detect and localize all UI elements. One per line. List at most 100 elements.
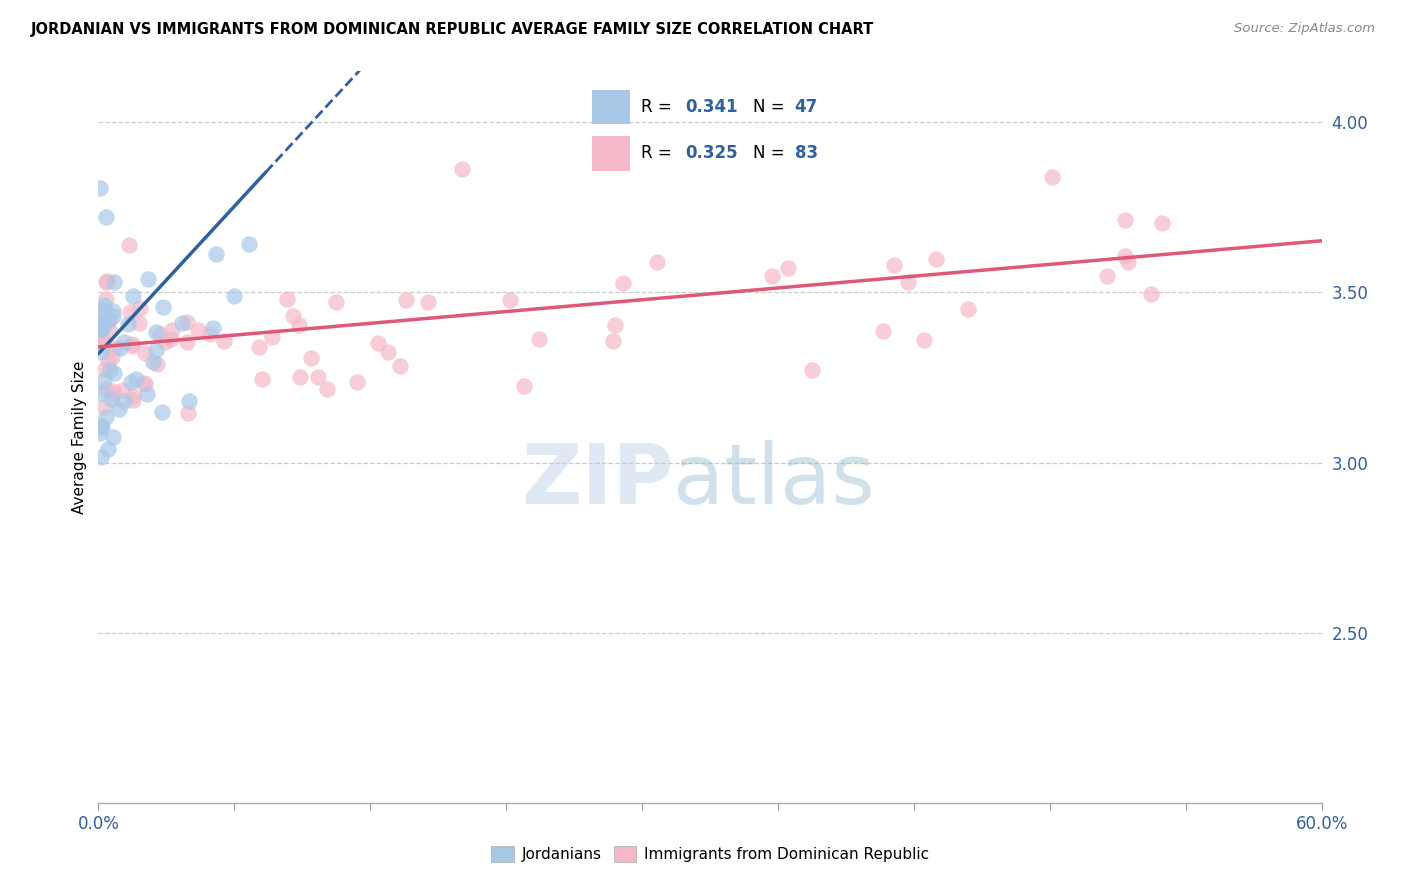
Point [94,362,117,376]
Point [957,302,980,317]
Point [134,345,156,359]
Point [200,327,222,342]
Point [179,393,201,408]
Point [122,389,145,403]
Point [125,372,148,386]
Point [98,324,121,338]
Point [778,260,800,275]
Point [325,295,347,310]
Y-axis label: Average Family Size: Average Family Size [72,360,87,514]
Point [238,237,260,252]
Text: R =: R = [641,145,678,162]
Point [1114,213,1136,227]
Point [252,372,274,386]
Point [389,359,412,373]
Text: 0.341: 0.341 [685,98,738,116]
Point [112,334,135,349]
Point [135,387,157,401]
Point [602,334,624,348]
Point [377,345,399,359]
Point [205,247,228,261]
Point [134,377,156,392]
Point [800,363,823,377]
Point [108,341,131,355]
Point [129,301,152,315]
Legend: Jordanians, Immigrants from Dominican Republic: Jordanians, Immigrants from Dominican Re… [485,840,935,868]
Point [187,323,209,337]
Point [872,324,894,338]
Point [98,362,121,376]
Point [90,333,112,347]
Point [176,315,198,329]
Text: 0.325: 0.325 [685,145,738,162]
Point [451,161,474,176]
Point [128,317,150,331]
Point [276,292,298,306]
Point [1150,216,1173,230]
Point [1139,287,1161,301]
Point [96,274,118,288]
Point [1118,255,1140,269]
Point [122,392,145,407]
Point [98,311,121,326]
Point [90,450,112,464]
Point [91,419,114,434]
Point [224,289,246,303]
Point [645,254,668,268]
Point [1040,170,1063,185]
Point [90,345,112,359]
Point [160,332,183,346]
Point [89,425,111,440]
Point [121,339,143,353]
Point [89,304,111,318]
Point [142,355,165,369]
Point [120,376,142,390]
Point [132,376,155,390]
Point [1095,269,1118,284]
Point [103,275,125,289]
Point [101,384,124,399]
Point [117,317,139,331]
Point [176,335,198,350]
Point [89,322,111,336]
Point [100,392,122,407]
Point [93,401,115,415]
Point [90,315,112,329]
Point [96,382,118,396]
Point [101,303,124,318]
Point [315,382,337,396]
Point [260,330,283,344]
Point [94,210,117,224]
Text: 83: 83 [794,145,818,162]
Point [97,442,120,456]
Point [513,379,536,393]
Text: ZIP: ZIP [520,441,673,522]
Point [145,325,167,339]
Point [90,318,112,333]
Point [118,238,141,252]
Point [136,271,159,285]
Point [395,293,418,307]
Point [761,269,783,284]
Point [170,316,193,330]
Point [288,318,311,332]
Point [101,351,124,365]
Point [307,370,329,384]
Point [160,322,183,336]
Point [91,315,114,329]
Point [418,295,440,310]
Point [93,334,115,349]
Text: N =: N = [754,145,790,162]
Point [499,293,522,308]
Point [103,387,125,401]
Point [527,332,550,346]
Point [90,322,112,336]
Text: Source: ZipAtlas.com: Source: ZipAtlas.com [1234,22,1375,36]
Point [612,277,634,291]
Point [121,288,143,302]
Point [97,314,120,328]
Point [212,334,235,348]
Point [103,430,125,444]
Point [146,357,169,371]
Text: 47: 47 [794,98,818,116]
